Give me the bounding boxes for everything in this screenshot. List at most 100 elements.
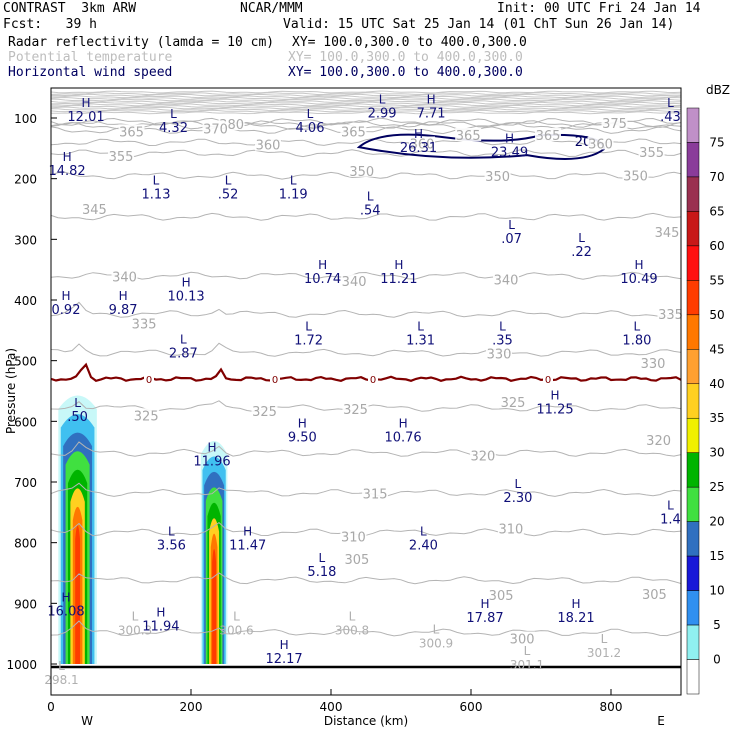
wind-extremum-marker: H (571, 597, 580, 611)
wind-extremum-value: .50 (67, 410, 88, 425)
theta-extremum-value: 301.2 (587, 646, 621, 660)
colorbar-tick-label: 55 (709, 273, 724, 287)
wind-extremum-value: 1.4 (660, 512, 681, 527)
theta-label: 330 (487, 347, 512, 362)
y-tick-label: 700 (14, 476, 37, 490)
colorbar-swatch (686, 314, 700, 350)
theta-label-bg (497, 521, 524, 535)
wind-extremum-marker: H (427, 92, 436, 106)
wind-extremum-value: 9.50 (288, 430, 317, 445)
theta-extremum-value: 300.9 (419, 637, 453, 651)
theta-label: 365 (119, 125, 144, 140)
theta-contour-upper (51, 96, 681, 100)
theta-contour-upper (51, 98, 681, 102)
wind-extremum-value: 11.47 (229, 538, 266, 553)
theta-label: 350 (349, 165, 374, 180)
wind-extremum-marker: L (667, 96, 674, 110)
colorbar-tick-label: 15 (709, 549, 724, 563)
theta-contour (51, 441, 681, 457)
wind-extremum-value: 11.25 (536, 402, 573, 417)
valid-time: Valid: 15 UTC Sat 25 Jan 14 (01 ChT Sun … (283, 17, 675, 32)
x-axis-west-label: W (81, 714, 93, 728)
colorbar-tick-label: 10 (709, 584, 724, 598)
wind-extremum-value: .35 (492, 333, 513, 348)
theta-label: 355 (109, 150, 134, 165)
theta-contour-upper (51, 104, 681, 108)
theta-label-bg (638, 144, 665, 158)
theta-label-bg (587, 136, 614, 150)
theta-label: 320 (470, 449, 495, 464)
theta-contour (51, 572, 681, 585)
wind-extremum-marker: H (81, 96, 90, 110)
model-title: CONTRAST 3km ARW (3, 1, 137, 16)
wind-extremum-marker: L (508, 218, 515, 232)
theta-label: 325 (501, 396, 526, 411)
wind-extremum-value: 11.96 (193, 455, 230, 470)
wind-extremum-value: 1.72 (294, 333, 323, 348)
colorbar-tick-label: 60 (709, 239, 724, 253)
y-tick-label: 100 (14, 112, 37, 126)
colorbar-swatch (686, 417, 700, 453)
theta-extremum-value: 300.3 (118, 623, 152, 637)
wind-extremum-value: 11.94 (142, 620, 179, 635)
wind-extremum-marker: L (153, 174, 160, 188)
y-tick-label: 400 (14, 294, 37, 308)
theta-extremum-marker: L (349, 609, 356, 623)
wind-extremum-value: 9.87 (109, 303, 138, 318)
wind-extremum-marker: H (399, 416, 408, 430)
wind-extremum-marker: H (394, 258, 403, 272)
theta-extremum-marker: L (233, 609, 240, 623)
wind-extremum-value: 10.13 (167, 290, 204, 305)
wind-extremum-value: 7.71 (417, 106, 446, 121)
theta-extremum-marker: L (132, 609, 139, 623)
wind-extremum-marker: H (550, 388, 559, 402)
freezing-line (51, 362, 681, 383)
wind-extremum-value: 1.13 (142, 188, 171, 203)
colorbar-tick-label: 35 (709, 411, 724, 425)
x-tick-label: 800 (600, 700, 623, 714)
freezing-label-bg (368, 372, 378, 385)
theta-contour (51, 120, 681, 129)
colorbar-tick-label: 20 (709, 515, 724, 529)
y-tick-label: 900 (14, 597, 37, 611)
y-tick-label: 200 (14, 173, 37, 187)
plot-frame (50, 87, 682, 696)
colorbar-swatch (686, 659, 700, 695)
wind-extremum-marker: L (420, 524, 427, 538)
wind-extremum-value: 1.19 (279, 188, 308, 203)
x-tick-label: 600 (460, 700, 483, 714)
theta-label-bg (341, 274, 368, 288)
theta-label: 360 (256, 139, 281, 154)
wind-extremum-value: 4.32 (159, 121, 188, 136)
theta-label-bg (535, 127, 561, 141)
colorbar-swatch (686, 211, 700, 247)
colorbar-swatch (686, 624, 700, 660)
wind-extremum-marker: L (180, 333, 187, 347)
theta-contour (51, 271, 681, 280)
theta-label-bg (133, 408, 160, 422)
wind-extremum-marker: H (480, 597, 489, 611)
wind-extremum-marker: L (578, 231, 585, 245)
freezing-label: 0 (370, 375, 376, 386)
theta-contour-upper (51, 103, 681, 107)
colorbar-tick-label: 65 (709, 204, 724, 218)
theta-label: 335 (132, 318, 157, 333)
theta-label-bg (255, 137, 281, 151)
wind-extremum-value: 1.31 (406, 333, 435, 348)
wind-extremum-value: 10.49 (620, 272, 657, 287)
wind-extremum-value: 5.18 (307, 565, 336, 580)
colorbar-swatch (686, 107, 700, 143)
theta-label-bg (455, 127, 482, 141)
wind-extremum-marker: H (505, 131, 514, 145)
x-tick-label: 400 (320, 700, 343, 714)
colorbar-swatch (686, 245, 700, 281)
theta-contour-upper (51, 93, 681, 97)
theta-label-bg (469, 448, 496, 462)
wind-extremum-marker: H (156, 606, 165, 620)
theta-extremum-value: 300.6 (219, 623, 253, 637)
colorbar-swatch (686, 521, 700, 557)
theta-contour-upper (51, 101, 681, 105)
wind-extremum-marker: L (290, 174, 297, 188)
theta-contour-upper (51, 92, 681, 96)
